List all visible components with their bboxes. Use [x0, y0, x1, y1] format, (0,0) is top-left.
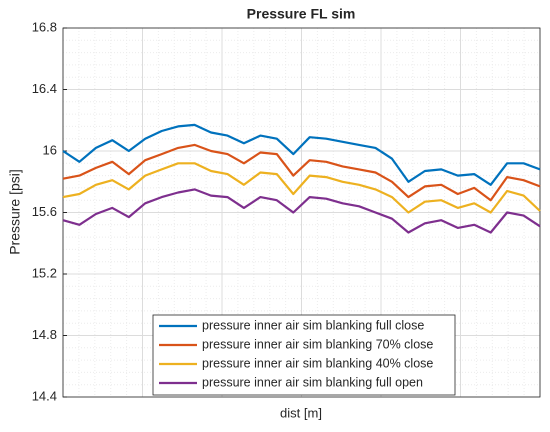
legend-label: pressure inner air sim blanking full clo… — [202, 318, 424, 332]
y-tick-label: 16 — [43, 142, 57, 157]
y-tick-label: 14.4 — [32, 388, 57, 403]
legend-label: pressure inner air sim blanking 70% clos… — [202, 337, 433, 351]
y-tick-label: 16.4 — [32, 81, 57, 96]
y-tick-label: 15.6 — [32, 204, 57, 219]
series-line — [62, 143, 541, 202]
axes-box — [62, 27, 541, 398]
y-tick-label: 16.8 — [32, 19, 57, 34]
legend-label: pressure inner air sim blanking 40% clos… — [202, 356, 433, 370]
legend-box — [152, 314, 456, 396]
y-tick-label: 15.2 — [32, 265, 57, 280]
series-line — [62, 162, 541, 214]
series-line — [62, 123, 541, 186]
chart-title: Pressure FL sim — [247, 6, 356, 22]
legend-label: pressure inner air sim blanking full ope… — [202, 375, 423, 389]
series-line — [62, 188, 541, 234]
y-tick-label: 14.8 — [32, 327, 57, 342]
x-axis-label: dist [m] — [280, 405, 322, 420]
y-axis-label: Pressure [psi] — [7, 169, 23, 255]
